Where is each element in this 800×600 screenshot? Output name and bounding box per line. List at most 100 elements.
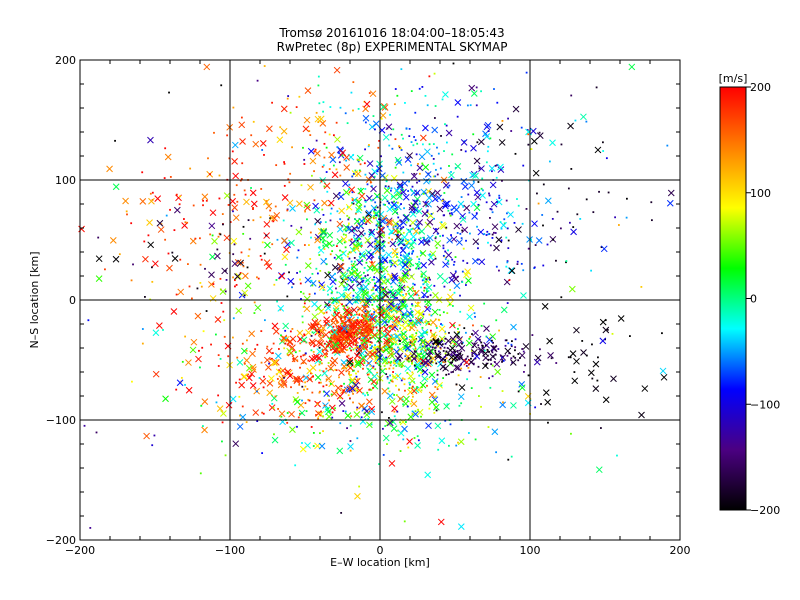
data-point (570, 94, 573, 97)
data-point (417, 192, 419, 195)
data-point (416, 218, 423, 226)
data-point (345, 304, 348, 307)
data-point (261, 411, 264, 414)
data-point (245, 364, 253, 372)
data-point (316, 348, 324, 355)
data-point (474, 335, 482, 343)
data-point (327, 199, 335, 207)
data-point (352, 109, 354, 112)
data-point (326, 190, 329, 193)
data-point (507, 342, 510, 345)
data-point (460, 402, 463, 405)
data-point (354, 347, 357, 350)
data-point (421, 162, 424, 165)
data-point (401, 313, 404, 316)
data-point (490, 339, 493, 342)
data-point (208, 271, 215, 279)
data-point (406, 152, 413, 159)
data-point (362, 294, 365, 297)
data-point (395, 394, 398, 396)
data-point (365, 254, 373, 261)
data-point (352, 294, 355, 297)
data-point (336, 225, 344, 233)
data-point (420, 389, 423, 392)
data-point (336, 146, 339, 149)
data-point (188, 285, 191, 288)
data-point (319, 334, 322, 337)
data-point (330, 345, 332, 348)
data-point (243, 362, 246, 365)
data-point (374, 368, 377, 371)
data-point (370, 347, 373, 350)
data-point (417, 163, 419, 165)
data-point (355, 322, 358, 324)
data-point (333, 66, 341, 74)
data-point (344, 410, 347, 413)
data-point (439, 235, 442, 238)
data-point (87, 319, 90, 322)
data-point (309, 339, 317, 347)
data-point (338, 291, 346, 299)
data-point (315, 267, 318, 270)
data-point (506, 302, 509, 304)
data-point (299, 412, 301, 415)
data-point (472, 238, 480, 246)
data-point (331, 291, 333, 294)
data-point (432, 162, 435, 165)
data-point (352, 297, 359, 305)
data-point (278, 375, 286, 383)
data-point (266, 125, 273, 133)
data-point (449, 321, 456, 329)
data-point (352, 381, 360, 389)
data-point (416, 293, 418, 296)
data-point (400, 246, 403, 249)
data-point (393, 200, 396, 203)
data-point (396, 231, 399, 233)
data-point (465, 331, 467, 334)
data-point (112, 255, 120, 263)
data-point (454, 163, 462, 170)
data-point (311, 272, 314, 275)
data-point (329, 156, 337, 164)
data-point (249, 382, 257, 389)
data-point (275, 368, 283, 376)
data-point (318, 391, 321, 394)
data-point (360, 343, 368, 351)
data-point (252, 120, 255, 123)
data-point (442, 350, 445, 352)
data-point (512, 355, 515, 358)
data-point (327, 293, 329, 296)
data-point (385, 356, 388, 359)
data-point (357, 323, 365, 331)
data-point (595, 466, 603, 474)
data-point (381, 315, 388, 323)
data-point (412, 410, 419, 418)
data-point (370, 341, 373, 344)
data-point (301, 399, 303, 402)
data-point (538, 131, 541, 134)
data-point (389, 324, 397, 332)
data-point (231, 141, 239, 149)
x-tick-label: −100 (215, 544, 245, 557)
data-point (426, 104, 429, 107)
data-point (425, 200, 432, 208)
data-point (475, 86, 478, 89)
data-point (427, 290, 430, 292)
data-point (666, 144, 669, 147)
data-point (369, 260, 376, 268)
data-point (437, 350, 440, 353)
data-point (461, 226, 469, 234)
data-point (411, 335, 414, 338)
data-point (220, 302, 223, 304)
data-point (340, 325, 348, 332)
data-point (369, 334, 372, 337)
data-point (382, 250, 385, 252)
data-point (388, 236, 391, 239)
data-point (219, 233, 222, 236)
data-point (476, 141, 479, 144)
data-point (328, 304, 331, 307)
data-point (466, 262, 469, 265)
data-point (404, 156, 412, 163)
data-point (341, 338, 344, 341)
data-point (544, 398, 552, 406)
